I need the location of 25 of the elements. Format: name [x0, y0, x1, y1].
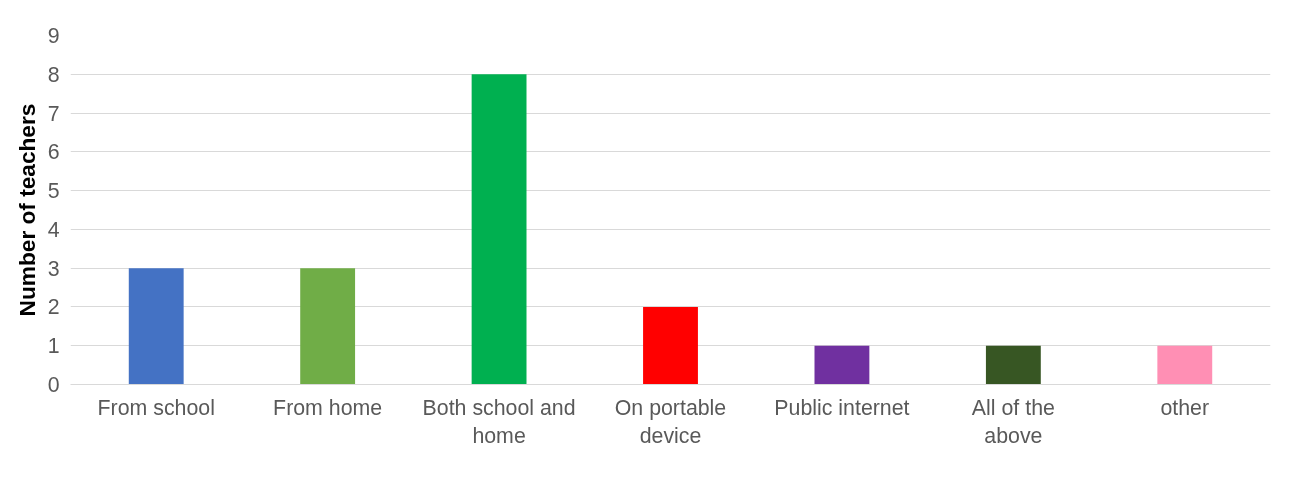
y-tick-label: 3 [47, 256, 60, 281]
y-tick-label: 5 [47, 179, 60, 204]
y-tick-label: 4 [47, 217, 60, 242]
y-axis-title: Number of teachers [13, 103, 40, 317]
bar [300, 268, 356, 385]
y-tick-label: 6 [47, 140, 60, 165]
bar [814, 345, 870, 385]
x-tick-label: On portable device [614, 395, 727, 449]
bar [1157, 345, 1213, 385]
x-tick-label: All of the above [971, 395, 1055, 449]
y-tick-label: 1 [47, 334, 60, 359]
x-tick-label: other [1160, 395, 1210, 420]
bar [985, 345, 1041, 385]
y-tick-label: 2 [47, 295, 60, 320]
bar [643, 306, 698, 385]
y-tick-label: 8 [47, 62, 60, 87]
bar [128, 268, 184, 385]
x-tick-label: From home [273, 395, 383, 420]
x-tick-label: Both school and home [422, 395, 576, 449]
y-tick-label: 7 [47, 101, 60, 126]
x-tick-label: From school [97, 395, 215, 420]
y-tick-label: 0 [47, 373, 60, 397]
bar [471, 74, 527, 385]
x-tick-label: Public internet [774, 395, 910, 420]
y-tick-label: 9 [47, 24, 60, 48]
